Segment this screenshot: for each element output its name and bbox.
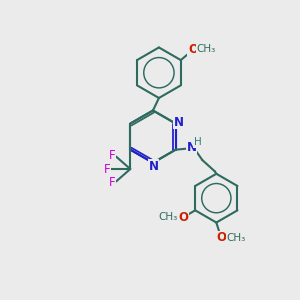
Text: F: F: [109, 149, 116, 162]
Text: O: O: [188, 43, 198, 56]
Text: O: O: [216, 231, 226, 244]
Text: CH₃: CH₃: [158, 212, 177, 223]
Text: N: N: [174, 116, 184, 129]
Text: N: N: [187, 141, 197, 154]
Text: CH₃: CH₃: [226, 233, 246, 243]
Text: CH₃: CH₃: [196, 44, 216, 54]
Text: F: F: [109, 176, 116, 189]
Text: O: O: [178, 211, 188, 224]
Text: F: F: [104, 163, 111, 176]
Text: N: N: [148, 160, 159, 173]
Text: H: H: [194, 137, 202, 147]
